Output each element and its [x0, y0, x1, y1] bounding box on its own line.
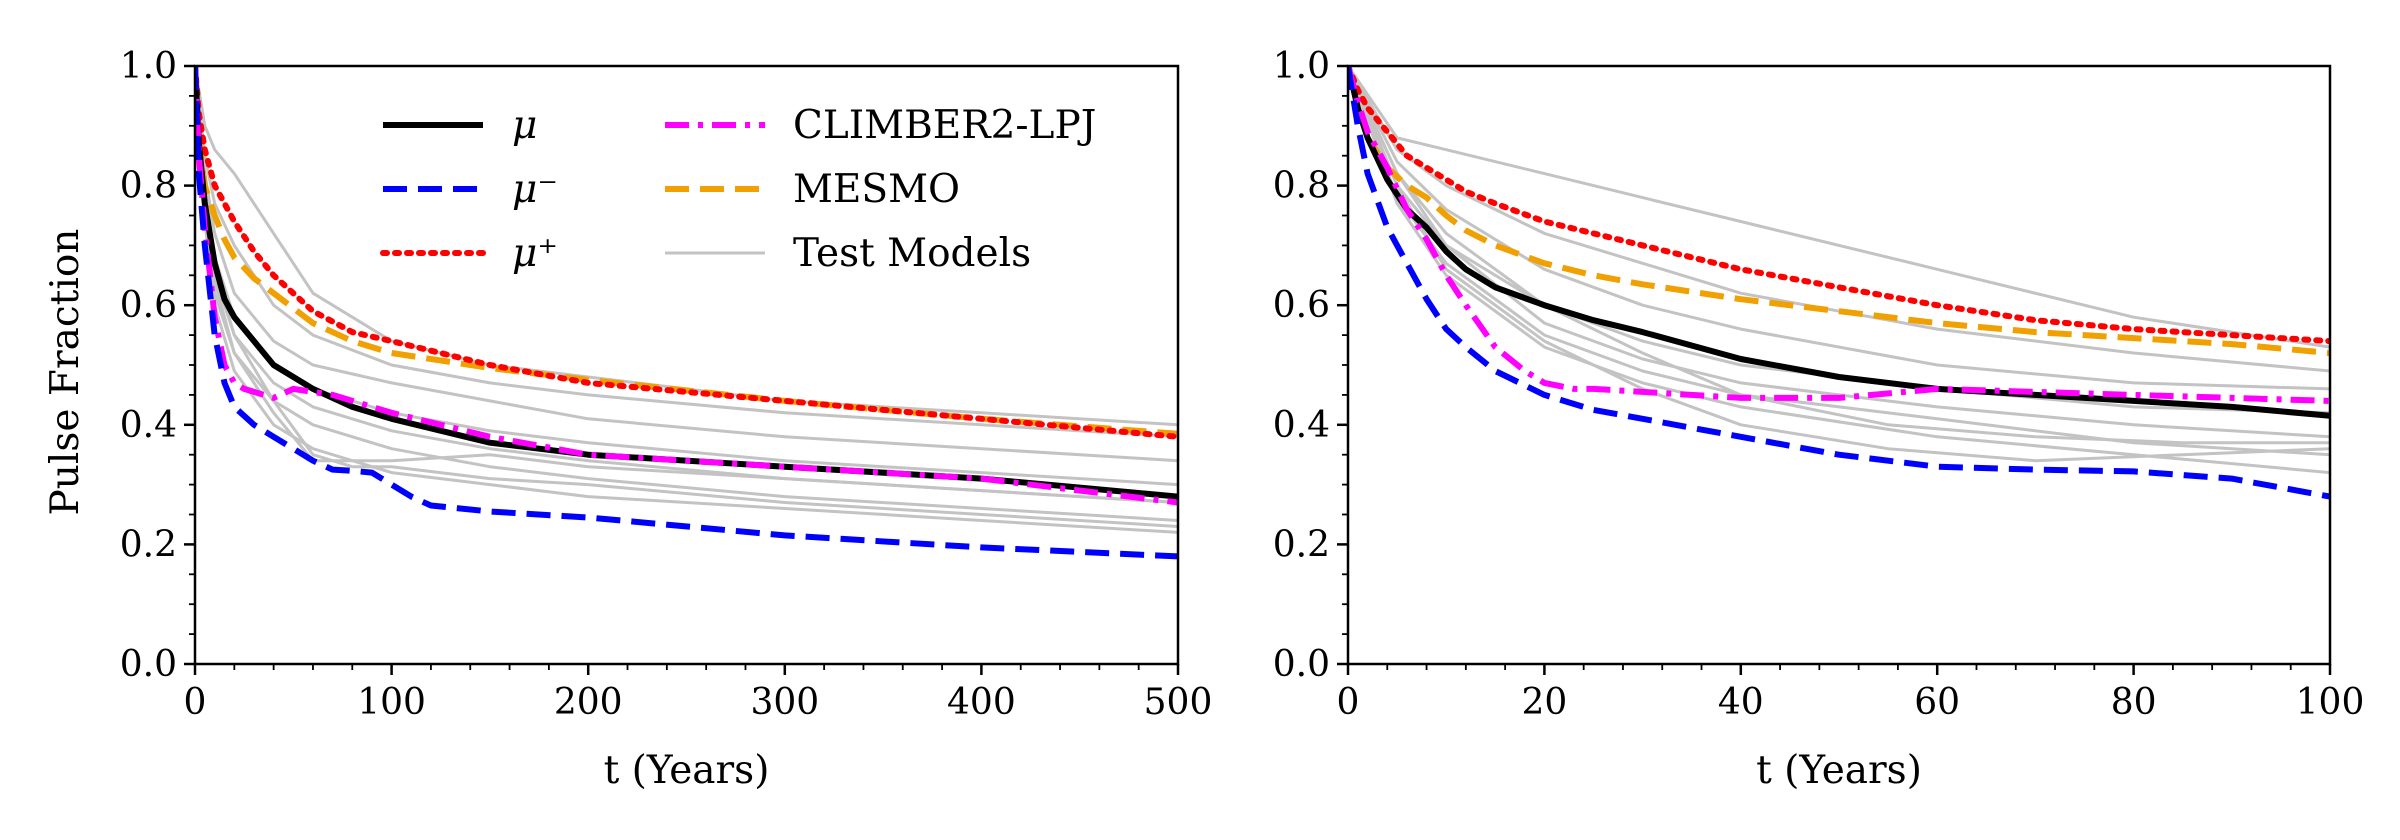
- legend-label-mu-plus: μ⁺: [512, 231, 558, 276]
- series-line-mu-minus: [1348, 66, 2330, 500]
- series-line-test: [1348, 66, 2330, 475]
- series-line-test: [1348, 66, 2330, 391]
- legend-label-test: Test Models: [793, 231, 1031, 276]
- y-tick-label: 0.0: [1273, 644, 1330, 685]
- series-line-mu: [1348, 66, 2330, 419]
- series-line-test: [1348, 66, 2330, 349]
- y-tick-label: 0.2: [120, 524, 177, 565]
- series-line-test: [1348, 66, 2330, 415]
- y-tick-label: 1.0: [1273, 46, 1330, 87]
- legend: μ μ⁻ μ⁺ CLIMBER2-LPJ MESMO Test Models: [380, 103, 1096, 276]
- series-line-mu-plus: [195, 66, 1178, 440]
- y-tick-label: 0.4: [120, 405, 177, 446]
- legend-label-mu-minus: μ⁻: [512, 167, 558, 212]
- legend-label-climber: CLIMBER2-LPJ: [793, 103, 1096, 148]
- series-line-test: [195, 66, 1178, 504]
- x-tick-label: 200: [554, 682, 623, 723]
- x-tick-label: 40: [1718, 682, 1764, 723]
- x-tick-label: 60: [1914, 682, 1960, 723]
- series-line-test: [195, 66, 1178, 463]
- x-tick-label: 20: [1521, 682, 1567, 723]
- y-tick-label: 0.4: [1273, 405, 1330, 446]
- series-line-mu-minus: [195, 66, 1178, 560]
- x-tick-label: 0: [1337, 682, 1360, 723]
- y-tick-label: 0.8: [1273, 166, 1330, 207]
- y-tick-label: 0.0: [120, 644, 177, 685]
- y-tick-label: 0.2: [1273, 524, 1330, 565]
- x-axis-label: t (Years): [604, 748, 770, 793]
- series-line-mesmo: [195, 66, 1178, 437]
- x-tick-label: 500: [1144, 682, 1213, 723]
- y-tick-label: 0.6: [120, 285, 177, 326]
- series-group: [195, 66, 1178, 560]
- x-tick-label: 400: [947, 682, 1016, 723]
- right-panel: 0 20 40 60 80 100 0.0 0.2 0.4 0.6 0.8 1.0 t (Years): [1273, 46, 2365, 793]
- legend-label-mesmo: MESMO: [793, 167, 960, 212]
- series-line-mu-plus: [1348, 66, 2330, 345]
- x-tick-label: 100: [2296, 682, 2365, 723]
- x-axis-label: t (Years): [1756, 748, 1922, 793]
- x-tick-label: 80: [2111, 682, 2157, 723]
- series-line-test: [1348, 66, 2330, 439]
- y-tick-label: 1.0: [120, 46, 177, 87]
- y-tick-label: 0.6: [1273, 285, 1330, 326]
- x-tick-label: 100: [357, 682, 426, 723]
- y-tick-label: 0.8: [120, 166, 177, 207]
- series-line-test: [195, 66, 1178, 439]
- legend-label-mu: μ: [512, 103, 537, 148]
- series-group: [1348, 66, 2330, 500]
- y-axis-label: Pulse Fraction: [43, 229, 88, 516]
- series-line-test: [1348, 66, 2330, 445]
- x-tick-label: 0: [184, 682, 207, 723]
- x-tick-label: 300: [750, 682, 819, 723]
- left-panel: 0 100 200 300 400 500 0.0 0.2 0.4 0.6 0.8 1.0 t (Yea…: [120, 46, 1213, 793]
- series-line-test: [1348, 66, 2330, 373]
- series-line-climber: [1348, 66, 2330, 404]
